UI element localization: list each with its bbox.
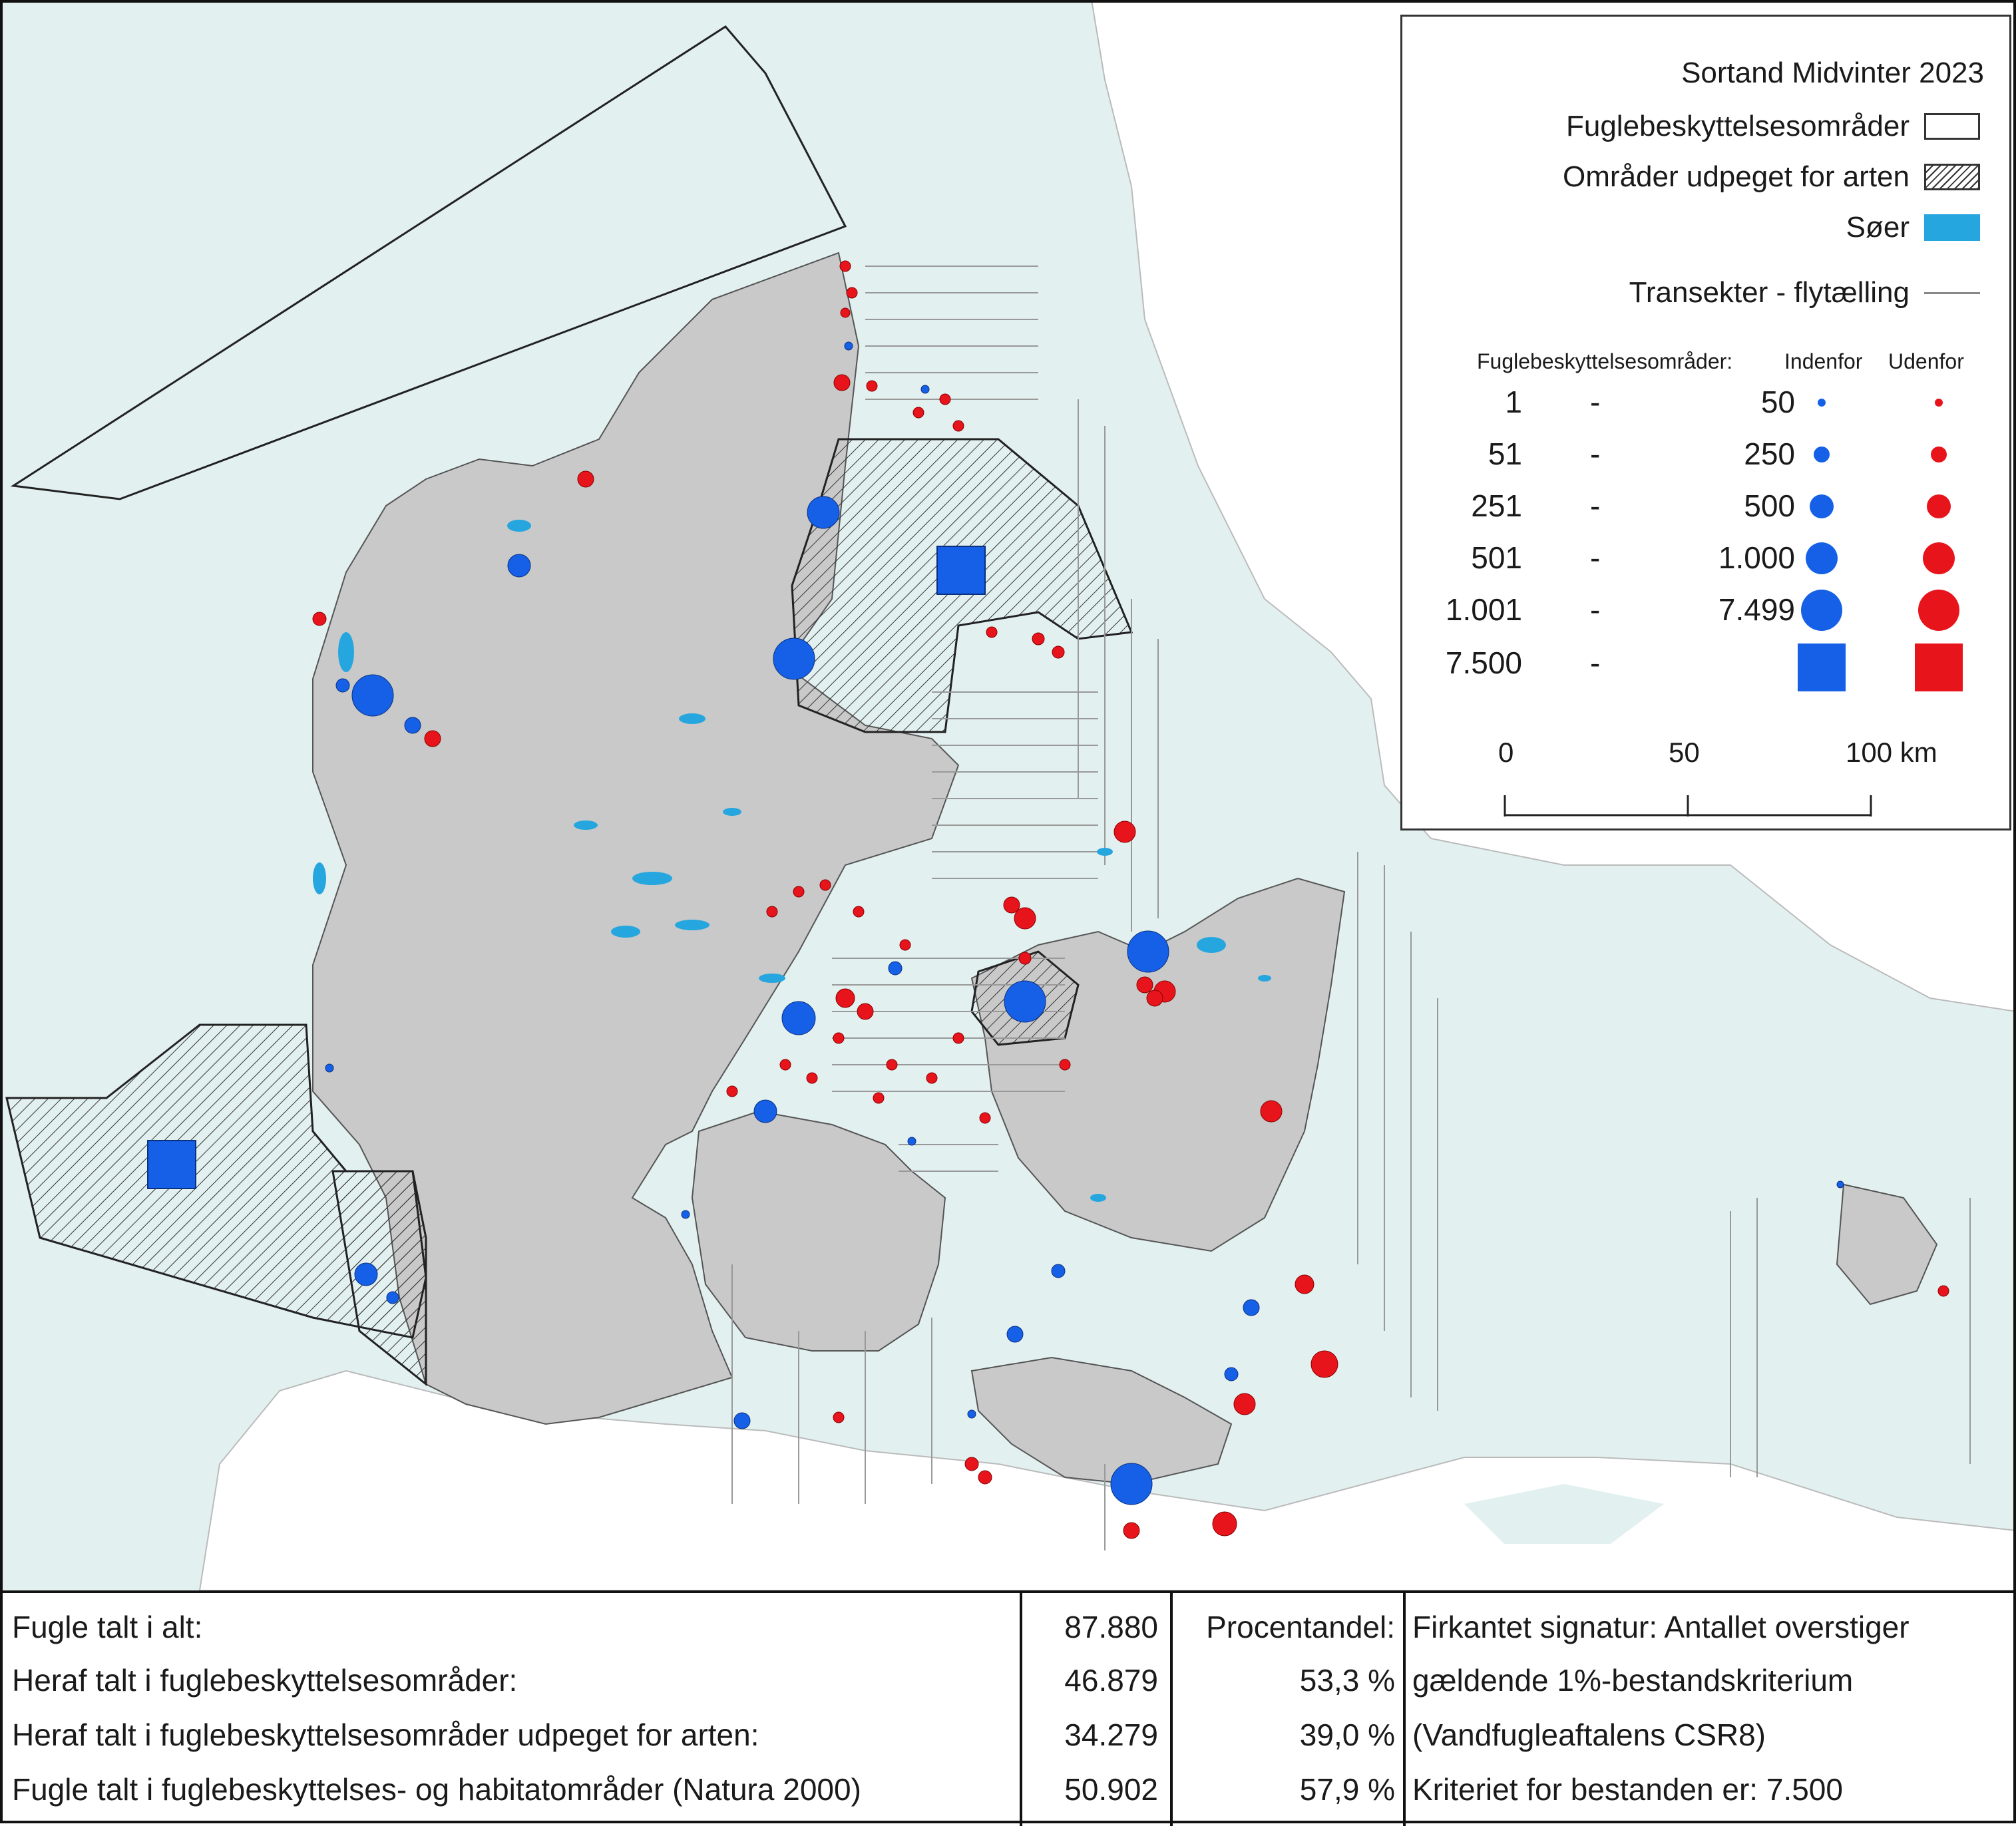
- bornholm: [1836, 1183, 1938, 1306]
- inside-symbol-3: [1810, 494, 1834, 518]
- class-2-from: 51: [1488, 437, 1522, 471]
- legend-bird-areas: Fuglebeskyttelsesområder: [1566, 110, 1980, 143]
- class-5-dash: -: [1590, 592, 1601, 627]
- legend-lakes-label: Søer: [1846, 211, 1910, 244]
- stats-note-2: gældende 1%-bestandskriterium: [1412, 1663, 1854, 1698]
- outside-symbol-3: [1927, 494, 1951, 518]
- outside-symbol-1: [1935, 399, 1943, 407]
- class-3-to: 500: [1744, 488, 1795, 523]
- outside-symbol-2: [1931, 447, 1947, 462]
- legend-transects: Transekter - flytælling: [1629, 276, 1980, 309]
- designated-area-wadden: [331, 1170, 427, 1387]
- statistics-table: Fugle talt i alt: 87.880 Procentandel: F…: [0, 1590, 2016, 1826]
- outside-header: Udenfor: [1888, 349, 1964, 373]
- outside-markers: [312, 260, 1949, 1539]
- stats-value-1: 87.880: [1064, 1610, 1158, 1644]
- empty-area-swatch: [1924, 113, 1980, 140]
- lolland-area-sea: [1464, 1484, 1664, 1544]
- class-5-from: 1.001: [1445, 592, 1522, 627]
- legend: Sortand Midvinter 2023 Fuglebeskyttelses…: [1400, 15, 2011, 830]
- scale-100: 100 km: [1846, 737, 1937, 768]
- stats-note-3: (Vandfugleaftalens CSR8): [1412, 1718, 1766, 1752]
- class-1-from: 1: [1505, 385, 1522, 419]
- stats-pct-1: Procentandel:: [1206, 1610, 1395, 1644]
- class-6-dash: -: [1590, 645, 1601, 680]
- divider: [1020, 1593, 1022, 1826]
- legend-designated-label: Områder udpeget for arten: [1563, 160, 1910, 193]
- inside-symbol-4: [1806, 542, 1838, 574]
- divider: [1170, 1593, 1173, 1826]
- class-3-from: 251: [1471, 488, 1522, 523]
- inside-markers: [325, 341, 1844, 1505]
- stats-value-4: 50.902: [1064, 1772, 1158, 1807]
- stats-value-2: 46.879: [1064, 1663, 1158, 1698]
- size-header: Fuglebeskyttelsesområder:: [1477, 349, 1733, 373]
- divider: [1403, 1593, 1406, 1826]
- legend-transects-label: Transekter - flytælling: [1629, 276, 1910, 309]
- scale-bar: [1504, 795, 1872, 817]
- jutland: [312, 252, 960, 1425]
- stats-value-3: 34.279: [1064, 1718, 1158, 1752]
- class-4-from: 501: [1471, 540, 1522, 575]
- lolland-falster: [970, 1356, 1233, 1485]
- inside-square-symbol: [1798, 643, 1846, 691]
- legend-lakes: Søer: [1846, 211, 1980, 244]
- class-4-dash: -: [1590, 540, 1601, 575]
- stats-pct-3: 39,0 %: [1299, 1718, 1395, 1752]
- stats-label-4: Fugle talt i fuglebeskyttelses- og habit…: [12, 1772, 861, 1807]
- outside-symbol-4: [1923, 542, 1955, 574]
- class-1-dash: -: [1590, 385, 1601, 419]
- lake-swatch: [1924, 214, 1980, 241]
- outside-symbol-5: [1918, 590, 1959, 631]
- stats-note-1: Firkantet signatur: Antallet overstiger: [1412, 1610, 1910, 1644]
- inside-squares: [147, 546, 986, 1189]
- inside-header: Indenfor: [1784, 349, 1863, 373]
- scale-50: 50: [1669, 737, 1700, 768]
- legend-bird-areas-label: Fuglebeskyttelsesområder: [1565, 110, 1910, 142]
- scale-0: 0: [1498, 737, 1514, 768]
- stats-pct-2: 53,3 %: [1299, 1663, 1395, 1698]
- class-4-to: 1.000: [1718, 540, 1795, 575]
- class-6-from: 7.500: [1445, 645, 1522, 680]
- inside-symbol-2: [1814, 447, 1830, 462]
- stats-label-1: Fugle talt i alt:: [12, 1610, 203, 1644]
- skagerrak-protection-area: [10, 25, 847, 500]
- stats-label-2: Heraf talt i fuglebeskyttelsesområder:: [12, 1663, 518, 1698]
- stats-note-4: Kriteriet for bestanden er: 7.500: [1412, 1772, 1843, 1807]
- class-2-dash: -: [1590, 437, 1601, 471]
- transect-line-swatch: [1924, 291, 1980, 294]
- stats-pct-4: 57,9 %: [1299, 1772, 1395, 1807]
- legend-designated-areas: Områder udpeget for arten: [1563, 160, 1980, 194]
- class-1-to: 50: [1760, 385, 1795, 419]
- hatch-swatch: [1924, 164, 1980, 190]
- outside-square-symbol: [1915, 643, 1963, 691]
- inside-symbol-5: [1801, 590, 1842, 631]
- class-2-to: 250: [1744, 437, 1795, 471]
- class-5-to: 7.499: [1718, 592, 1795, 627]
- lakes: [313, 520, 1271, 1202]
- funen: [691, 1110, 946, 1352]
- map-title: Sortand Midvinter 2023: [1681, 57, 1984, 89]
- stats-label-3: Heraf talt i fuglebeskyttelsesområder ud…: [12, 1718, 759, 1752]
- class-3-dash: -: [1590, 488, 1601, 523]
- inside-symbol-1: [1818, 399, 1826, 407]
